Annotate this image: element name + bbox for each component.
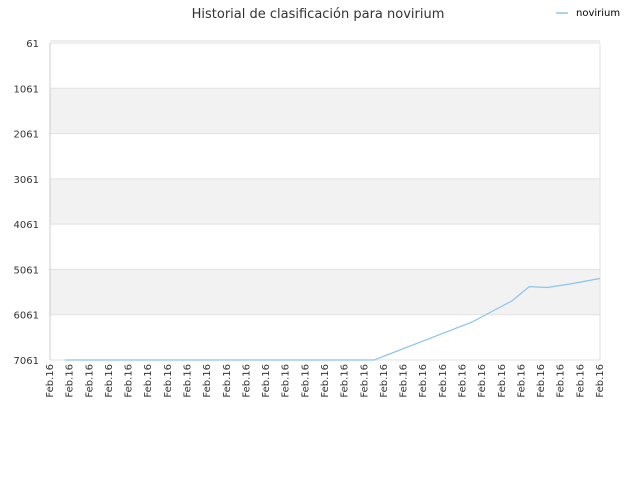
x-tick-label: Feb.16 (104, 364, 115, 398)
grid-band (50, 178, 600, 225)
grid-band (50, 314, 600, 360)
x-tick-label: Feb.16 (222, 364, 233, 398)
x-tick-label: Feb.16 (261, 364, 272, 398)
x-tick-label: Feb.16 (536, 364, 547, 398)
plot-background (49, 40, 601, 361)
series-layer (64, 277, 601, 361)
series-line-novirium (64, 277, 601, 361)
y-tick-label: 61 (26, 39, 39, 50)
grid-band (50, 43, 600, 89)
y-axis-ticks: 61 1061 2061 3061 4061 5061 6061 7061 (14, 39, 39, 367)
x-tick-label: Feb.16 (359, 364, 370, 398)
y-tick-label: 5061 (14, 265, 39, 276)
x-tick-label: Feb.16 (84, 364, 95, 398)
x-axis-ticks: Feb.16 Feb.16 Feb.16 Feb.16 Feb.16 Feb.16 Feb.… (45, 364, 606, 398)
grid-band (50, 224, 600, 270)
chart-title: Historial de clasificación para novirium (192, 7, 445, 22)
legend-label: novirium (576, 8, 620, 19)
x-tick-label: Feb.16 (320, 364, 331, 398)
x-tick-label: Feb.16 (340, 364, 351, 398)
x-tick-label: Feb.16 (163, 364, 174, 398)
x-tick-label: Feb.16 (143, 364, 154, 398)
x-tick-label: Feb.16 (516, 364, 527, 398)
x-tick-label: Feb.16 (300, 364, 311, 398)
legend[interactable]: novirium (556, 8, 620, 19)
x-tick-label: Feb.16 (438, 364, 449, 398)
x-tick-label: Feb.16 (399, 364, 410, 398)
x-tick-label: Feb.16 (595, 364, 606, 398)
x-tick-label: Feb.16 (241, 364, 252, 398)
x-tick-label: Feb.16 (477, 364, 488, 398)
y-tick-label: 3061 (14, 175, 39, 186)
x-tick-label: Feb.16 (556, 364, 567, 398)
x-tick-label: Feb.16 (418, 364, 429, 398)
y-tick-label: 2061 (14, 130, 39, 141)
x-tick-label: Feb.16 (497, 364, 508, 398)
x-tick-label: Feb.16 (202, 364, 213, 398)
x-tick-label: Feb.16 (379, 364, 390, 398)
y-tick-label: 7061 (14, 356, 39, 367)
x-tick-label: Feb.16 (124, 364, 135, 398)
y-tick-label: 1061 (14, 84, 39, 95)
x-tick-label: Feb.16 (65, 364, 76, 398)
y-tick-label: 4061 (14, 220, 39, 231)
x-tick-label: Feb.16 (575, 364, 586, 398)
grid-band (50, 269, 600, 315)
x-tick-label: Feb.16 (45, 364, 56, 398)
y-tick-label: 6061 (14, 311, 39, 322)
x-tick-label: Feb.16 (183, 364, 194, 398)
grid-band (50, 88, 600, 134)
x-tick-label: Feb.16 (281, 364, 292, 398)
x-tick-label: Feb.16 (458, 364, 469, 398)
grid-band (50, 133, 600, 179)
